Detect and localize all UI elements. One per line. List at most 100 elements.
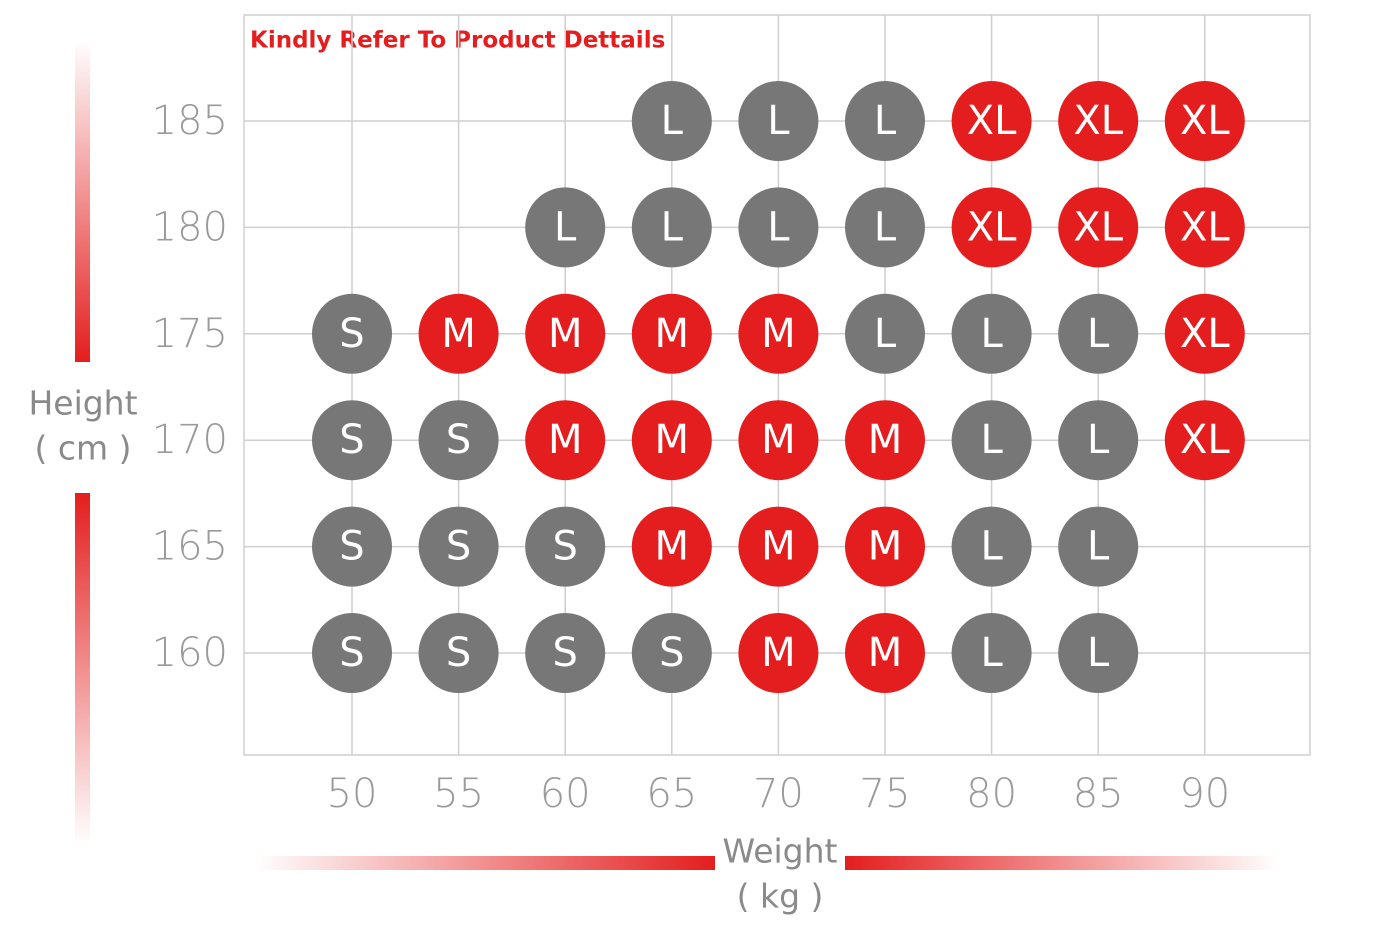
y-axis-unit: ( cm ) [34,429,131,468]
size-circle [631,613,712,693]
size-label: M [868,630,903,676]
decor-bar [845,856,1280,870]
size-circle [631,293,712,374]
size-label: XL [1180,311,1230,357]
size-label: S [553,630,578,676]
size-label: M [441,311,476,357]
note: Kindly Refer To Product Dettails [250,28,665,54]
size-circle [525,293,606,374]
plot-frame [243,14,1311,756]
size-circle [631,187,712,268]
size-label: S [446,630,471,676]
size-circle [418,506,499,587]
size-label: L [1087,417,1110,463]
size-circle [1164,187,1245,268]
size-circle [418,400,499,481]
size-circle [738,506,819,587]
size-circle [525,613,606,693]
size-label: L [554,204,577,250]
size-circle [525,506,606,587]
size-label: S [339,417,364,463]
x-tick-label: 55 [433,771,484,817]
size-circle [312,400,392,481]
size-circle [738,293,819,374]
size-label: XL [1180,98,1230,144]
size-circle [312,613,392,693]
size-label: S [339,311,364,357]
size-label: L [1087,524,1110,570]
size-circle [525,187,606,268]
x-tick-label: 60 [540,771,591,817]
size-circle [951,613,1032,693]
y-axis-label: Height [28,384,137,423]
size-circle [525,400,606,481]
size-label: M [655,417,690,463]
size-label: M [868,417,903,463]
size-circle [738,187,819,268]
decor-bar [75,40,90,362]
size-circle [1058,187,1139,268]
size-circle [631,81,712,161]
size-label: L [874,98,897,144]
size-circle [845,81,925,161]
x-tick-label: 85 [1073,771,1124,817]
size-label: L [980,524,1003,570]
size-circle [312,506,392,587]
size-label: S [553,524,578,570]
size-label: XL [967,204,1017,250]
size-circle [418,613,499,693]
size-label: M [548,311,583,357]
size-circle [1058,613,1139,693]
size-label: S [339,630,364,676]
size-label: L [661,98,684,144]
size-label: M [548,417,583,463]
size-label: XL [1073,98,1123,144]
size-label: L [980,630,1003,676]
size-label: L [1087,311,1110,357]
size-circle [631,400,712,481]
size-label: L [767,204,790,250]
size-label: M [761,630,796,676]
x-tick-label: 80 [966,771,1017,817]
size-label: S [659,630,684,676]
size-label: L [980,311,1003,357]
size-label: XL [967,98,1017,144]
y-tick-label: 185 [152,98,228,144]
decor-bar [75,493,90,845]
size-circle [951,187,1032,268]
size-label: S [339,524,364,570]
size-label: L [874,311,897,357]
size-label: M [655,311,690,357]
size-marks: L L L XL XL XL L L L L XL XL XL S M M M M L L L XL S S M M M M L L XL S… [312,81,1245,693]
size-circle [738,81,819,161]
decor-bar [255,856,715,870]
size-label: S [446,417,471,463]
y-tick-label: 175 [152,311,228,357]
size-circle [845,613,925,693]
size-label: L [661,204,684,250]
size-circle [951,400,1032,481]
size-circle [738,613,819,693]
x-axis-unit: ( kg ) [737,877,824,916]
size-circle [951,81,1032,161]
size-circle [1058,293,1139,374]
size-circle [418,293,499,374]
size-circle [845,506,925,587]
y-tick-label: 160 [152,630,228,676]
size-label: M [868,524,903,570]
size-label: XL [1180,417,1230,463]
size-label: L [874,204,897,250]
x-tick-label: 90 [1179,771,1230,817]
x-tick-label: 65 [646,771,697,817]
size-label: S [446,524,471,570]
size-circle [738,400,819,481]
size-circle [1164,293,1245,374]
y-tick-label: 180 [152,204,228,250]
size-circle [951,293,1032,374]
y-tick-label: 170 [152,417,228,463]
size-circle [951,506,1032,587]
x-tick-label: 75 [860,771,911,817]
y-tick-label: 165 [152,524,228,570]
size-circle [845,187,925,268]
